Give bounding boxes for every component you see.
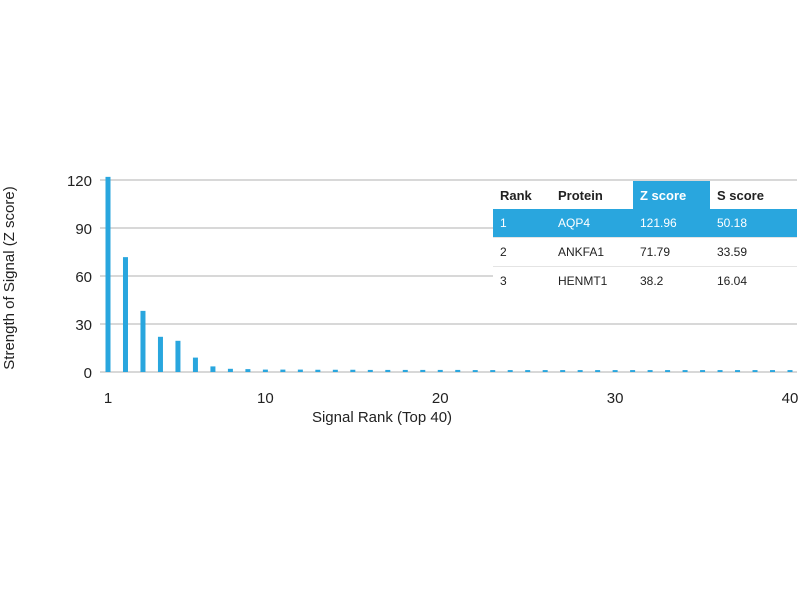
x-axis-label: Signal Rank (Top 40) xyxy=(312,409,452,426)
bar-rank-7 xyxy=(210,366,216,372)
bar-rank-3 xyxy=(140,310,146,372)
y-tick-label: 60 xyxy=(75,269,92,286)
bar-rank-35 xyxy=(700,370,706,372)
bar-rank-13 xyxy=(315,369,321,372)
cell-z-score: 71.79 xyxy=(633,237,710,267)
bar-rank-23 xyxy=(490,370,496,372)
cell-rank: 1 xyxy=(493,209,551,238)
bar-rank-36 xyxy=(717,370,723,372)
bar-rank-31 xyxy=(630,370,636,372)
bar-rank-4 xyxy=(157,336,163,372)
bar-rank-39 xyxy=(770,370,776,372)
bar-rank-32 xyxy=(647,370,653,372)
bar-rank-14 xyxy=(332,369,338,372)
bar-rank-17 xyxy=(385,369,391,372)
bar-rank-20 xyxy=(437,369,443,372)
cell-s-score: 50.18 xyxy=(710,209,797,238)
bar-rank-26 xyxy=(542,370,548,372)
bar-rank-1 xyxy=(105,176,111,372)
cell-rank: 3 xyxy=(500,274,507,288)
cell-z-score: 121.96 xyxy=(633,209,710,238)
cell-s-score: 33.59 xyxy=(710,237,797,267)
cell-z-score: 38.2 xyxy=(640,274,664,288)
x-tick-label: 40 xyxy=(782,390,799,407)
bar-rank-6 xyxy=(192,357,198,372)
header-z-score: Z score xyxy=(633,181,710,209)
cell-protein: HENMT1 xyxy=(558,274,608,288)
cell-protein: ANKFA1 xyxy=(551,237,633,267)
y-tick-label: 120 xyxy=(67,173,92,190)
bar-rank-12 xyxy=(297,369,303,372)
bar-rank-38 xyxy=(752,370,758,372)
header-rank: Rank xyxy=(500,187,532,203)
bar-rank-25 xyxy=(525,370,531,372)
bar-rank-27 xyxy=(560,370,566,372)
y-tick-label: 90 xyxy=(75,221,92,238)
y-axis-label: Strength of Signal (Z score) xyxy=(1,186,18,369)
header-s-score: S score xyxy=(717,187,764,203)
bar-rank-5 xyxy=(175,340,181,372)
bar-rank-40 xyxy=(787,370,793,372)
table-row: 3 HENMT1 38.2 16.04 xyxy=(493,267,797,296)
table-row: 2 ANKFA1 71.79 33.59 xyxy=(493,237,797,267)
bar-rank-34 xyxy=(682,370,688,372)
bar-rank-28 xyxy=(577,370,583,372)
bar-rank-11 xyxy=(280,369,286,372)
bar-rank-9 xyxy=(245,369,251,372)
bar-rank-16 xyxy=(367,369,373,372)
cell-s-score: 16.04 xyxy=(717,274,748,288)
bar-rank-24 xyxy=(507,370,513,372)
x-tick-label: 10 xyxy=(257,390,274,407)
bar-rank-8 xyxy=(227,368,233,372)
cell-protein: AQP4 xyxy=(551,209,633,238)
x-tick-label: 1 xyxy=(104,390,112,407)
table-header: Rank Protein Z score S score xyxy=(493,181,797,209)
y-tick-label: 0 xyxy=(84,365,92,382)
y-tick-label: 30 xyxy=(75,317,92,334)
bar-rank-33 xyxy=(665,370,671,372)
bar-rank-37 xyxy=(735,370,741,372)
bar-rank-30 xyxy=(612,370,618,372)
header-protein: Protein xyxy=(558,187,603,203)
bar-rank-15 xyxy=(350,369,356,372)
top-proteins-table: Rank Protein Z score S score 1 AQP4 121.… xyxy=(493,181,797,295)
bar-rank-21 xyxy=(455,369,461,372)
bar-rank-18 xyxy=(402,369,408,372)
x-tick-label: 30 xyxy=(607,390,624,407)
x-tick-label: 20 xyxy=(432,390,449,407)
bar-rank-29 xyxy=(595,370,601,372)
table-row: 1 AQP4 121.96 50.18 xyxy=(493,209,797,238)
cell-rank: 2 xyxy=(493,237,551,267)
bar-rank-22 xyxy=(472,370,478,372)
bar-rank-2 xyxy=(122,257,128,372)
bar-rank-19 xyxy=(420,369,426,372)
bar-rank-10 xyxy=(262,369,268,372)
